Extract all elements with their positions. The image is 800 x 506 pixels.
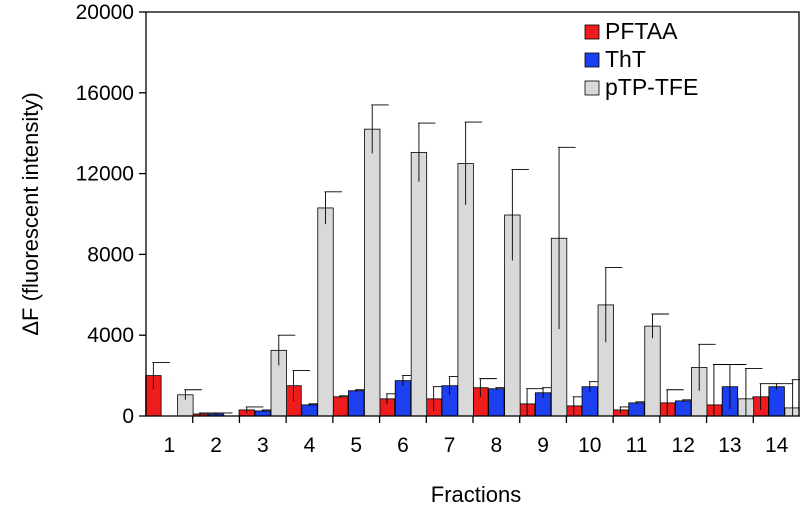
legend-swatch-ptp-tfe bbox=[584, 80, 600, 96]
bar-ptp-tfe-11 bbox=[644, 325, 661, 417]
bar-pftaa-5 bbox=[332, 396, 349, 417]
bar-ptp-tfe-6 bbox=[410, 151, 428, 417]
x-tick-label-9: 9 bbox=[537, 434, 549, 457]
x-tick-label-5: 5 bbox=[350, 434, 362, 457]
y-tick-label-8000: 8000 bbox=[87, 243, 134, 266]
y-tick-label-16000: 16000 bbox=[76, 82, 134, 105]
bar-tht-5 bbox=[348, 390, 365, 417]
x-tick-label-8: 8 bbox=[491, 434, 503, 457]
x-tick-label-2: 2 bbox=[210, 434, 222, 457]
x-tick-label-11: 11 bbox=[626, 434, 648, 457]
bar-tht-6 bbox=[394, 380, 412, 417]
legend-label-ptp-tfe: pTP-TFE bbox=[605, 74, 698, 100]
legend-label-pftaa: PFTAA bbox=[605, 18, 678, 44]
x-tick-label-1: 1 bbox=[164, 434, 176, 457]
x-tick-label-7: 7 bbox=[444, 434, 456, 457]
x-tick-label-14: 14 bbox=[765, 434, 789, 457]
x-tick-label-4: 4 bbox=[304, 434, 316, 457]
bar-tht-4 bbox=[301, 404, 318, 417]
bar-tht-14 bbox=[768, 386, 785, 417]
bar-ptp-tfe-5 bbox=[364, 128, 381, 417]
bar-tht-12 bbox=[675, 400, 692, 417]
x-tick-label-3: 3 bbox=[257, 434, 269, 457]
legend-swatch-pftaa bbox=[584, 24, 600, 40]
x-tick-label-13: 13 bbox=[718, 434, 741, 457]
x-tick-label-6: 6 bbox=[397, 434, 409, 457]
bar-ptp-tfe-4 bbox=[317, 207, 334, 417]
x-axis-title: Fractions bbox=[431, 482, 521, 506]
y-tick-label-12000: 12000 bbox=[76, 163, 134, 186]
y-axis-title: ΔF (fluorescent intensity) bbox=[18, 92, 43, 335]
legend-label-tht: ThT bbox=[605, 46, 646, 72]
x-tick-label-10: 10 bbox=[578, 434, 601, 457]
y-tick-label-0: 0 bbox=[122, 405, 134, 428]
y-tick-label-20000: 20000 bbox=[76, 1, 134, 24]
bar-tht-11 bbox=[628, 402, 645, 417]
x-tick-label-12: 12 bbox=[672, 434, 695, 457]
y-tick-label-4000: 4000 bbox=[87, 324, 134, 347]
bar-tht-8 bbox=[488, 388, 505, 417]
legend-swatch-tht bbox=[584, 52, 600, 68]
